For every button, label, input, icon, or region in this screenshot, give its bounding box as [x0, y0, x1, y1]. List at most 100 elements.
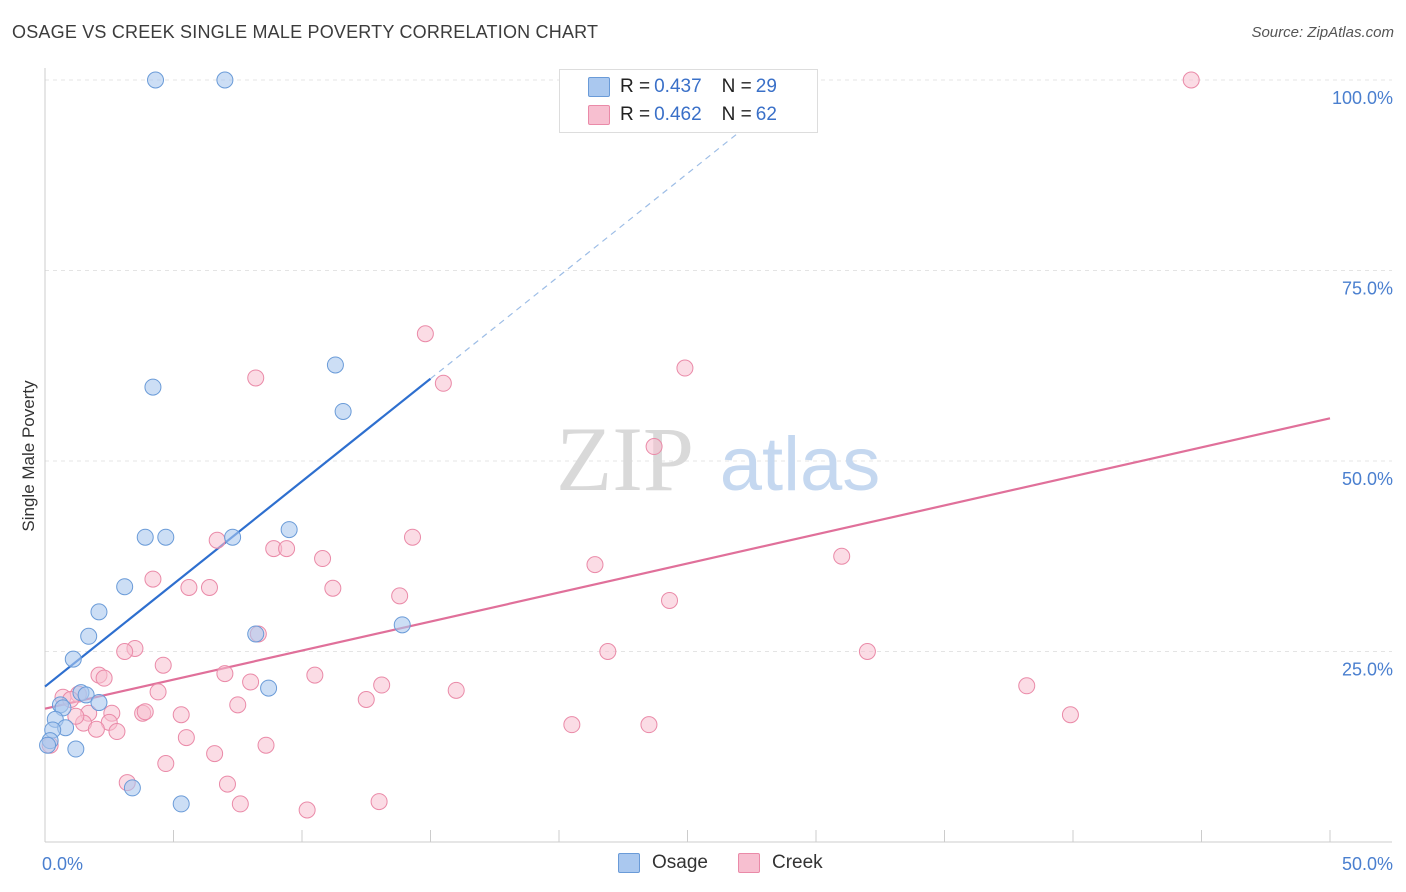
osage-trend-extension	[430, 121, 753, 380]
creek-point-30	[373, 676, 391, 694]
creek-point-6	[404, 528, 422, 546]
correlation-legend: R = 0.437 N = 29 R = 0.462 N = 62	[559, 69, 818, 133]
source-credit: Source: ZipAtlas.com	[1251, 24, 1394, 41]
creek-point-2	[434, 374, 452, 392]
creek-trend-line	[44, 417, 1331, 710]
creek-point-5	[645, 438, 663, 456]
osage-point-13	[393, 616, 411, 634]
osage-point-27	[123, 779, 141, 797]
watermark-atlas: atlas	[720, 422, 881, 507]
osage-point-12	[247, 625, 265, 643]
creek-point-21	[116, 643, 134, 660]
osage-point-0	[147, 71, 165, 89]
osage-n-label: N =	[721, 76, 752, 97]
osage-point-3	[326, 356, 344, 374]
osage-point-10	[90, 603, 108, 621]
creek-point-46	[563, 716, 581, 734]
creek-point-43	[172, 706, 190, 724]
creek-point-61	[67, 707, 85, 725]
creek-legend-label: Creek	[772, 852, 823, 873]
osage-point-14	[64, 650, 82, 668]
osage-r-value: 0.437	[654, 76, 702, 97]
watermark: ZIP atlas	[556, 408, 880, 510]
creek-point-31	[1018, 677, 1036, 695]
osage-point-1	[216, 71, 234, 89]
creek-point-24	[154, 656, 172, 674]
osage-legend-swatch	[618, 853, 640, 873]
creek-r-label: R =	[620, 104, 651, 125]
creek-point-59	[298, 801, 316, 819]
creek-point-57	[231, 795, 249, 813]
creek-point-28	[306, 666, 324, 684]
grid-lines	[45, 79, 1392, 652]
creek-point-25	[216, 665, 234, 683]
creek-point-50	[108, 723, 126, 741]
creek-point-44	[1061, 706, 1079, 724]
creek-point-47	[640, 716, 658, 734]
creek-point-14	[180, 578, 198, 596]
osage-point-7	[224, 528, 242, 546]
y-tick-label-1: 50.0%	[1342, 469, 1393, 489]
creek-point-1	[416, 325, 434, 343]
y-axis-label: Single Male Poverty	[19, 380, 38, 532]
creek-swatch	[588, 105, 610, 125]
legend-row-creek: R = 0.462 N = 62	[620, 104, 777, 126]
y-tick-label-0: 25.0%	[1342, 660, 1393, 680]
creek-point-32	[149, 683, 167, 701]
creek-point-51	[177, 729, 195, 747]
osage-point-9	[116, 578, 134, 596]
creek-point-4	[676, 359, 694, 377]
creek-n-value: 62	[755, 104, 777, 125]
osage-point-6	[157, 528, 175, 546]
osage-point-11	[80, 627, 98, 645]
osage-point-28	[172, 795, 190, 813]
creek-point-16	[324, 579, 342, 597]
watermark-zip: ZIP	[556, 408, 694, 510]
creek-point-54	[157, 755, 175, 773]
x-tick-label-1: 50.0%	[1342, 854, 1393, 874]
axes	[44, 68, 1392, 843]
legend-item-osage[interactable]: Osage	[618, 852, 708, 874]
creek-point-58	[370, 793, 388, 811]
creek-point-23	[858, 643, 876, 660]
creek-point-18	[661, 591, 679, 609]
osage-point-16	[77, 686, 95, 704]
creek-point-9	[278, 540, 296, 558]
creek-point-15	[200, 578, 218, 596]
osage-n-value: 29	[755, 76, 777, 97]
creek-point-38	[357, 691, 375, 709]
osage-point-2	[144, 378, 162, 396]
x-tick-label-0: 0.0%	[42, 854, 83, 874]
osage-point-4	[334, 402, 352, 420]
creek-point-33	[447, 681, 465, 699]
creek-point-11	[833, 547, 851, 565]
creek-point-3	[247, 369, 265, 387]
osage-legend-label: Osage	[652, 852, 708, 873]
creek-point-17	[391, 587, 409, 605]
creek-point-22	[599, 643, 617, 660]
osage-point-17	[90, 694, 108, 712]
creek-point-13	[144, 570, 162, 588]
creek-point-52	[257, 736, 275, 754]
creek-point-0	[1182, 71, 1200, 89]
creek-point-10	[314, 550, 332, 568]
osage-point-26	[67, 740, 85, 758]
creek-n-label: N =	[721, 104, 752, 125]
creek-legend-swatch	[738, 853, 760, 873]
chart-title: OSAGE VS CREEK SINGLE MALE POVERTY CORRE…	[12, 22, 599, 42]
y-tick-label-2: 75.0%	[1342, 279, 1393, 299]
legend-item-creek[interactable]: Creek	[738, 852, 823, 874]
creek-point-37	[229, 696, 247, 714]
osage-point-18	[260, 679, 278, 697]
creek-point-27	[95, 669, 113, 687]
creek-point-29	[242, 673, 260, 691]
creek-point-42	[136, 703, 154, 721]
series-legend: Osage Creek	[0, 852, 1406, 878]
creek-point-56	[218, 775, 236, 793]
tick-labels: 25.0% 50.0% 75.0% 100.0% 0.0% 50.0%	[42, 88, 1393, 874]
osage-point-8	[280, 521, 298, 539]
creek-point-49	[87, 720, 105, 738]
creek-r-value: 0.462	[654, 104, 702, 125]
data-points	[39, 71, 1200, 819]
